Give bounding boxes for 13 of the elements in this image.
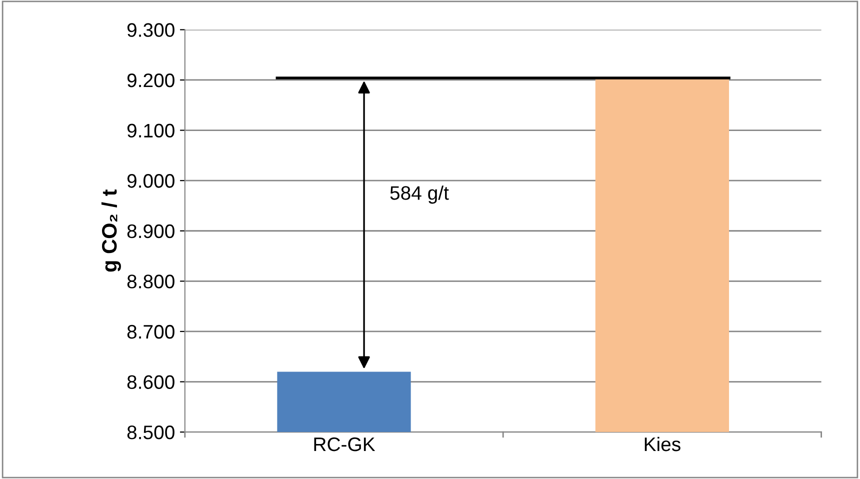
y-axis-title: g CO₂ / t (101, 189, 121, 272)
y-tick-label: 8.800 (127, 274, 174, 288)
y-tick-label: 9.000 (127, 174, 174, 188)
y-tick-label: 8.600 (127, 375, 174, 389)
y-tick-label: 8.500 (127, 426, 174, 440)
annotation: 584 g/t (390, 186, 449, 204)
y-tick-label: 9.100 (127, 124, 174, 138)
y-tick-label: 8.700 (127, 324, 174, 339)
y-tick-label: 9.200 (127, 73, 174, 88)
y-tick-label: 8.900 (127, 224, 174, 238)
x-tick-label: RC-GK (314, 437, 376, 452)
x-tick-label: Kies (644, 436, 680, 452)
y-tick-label: 9.300 (127, 23, 174, 37)
